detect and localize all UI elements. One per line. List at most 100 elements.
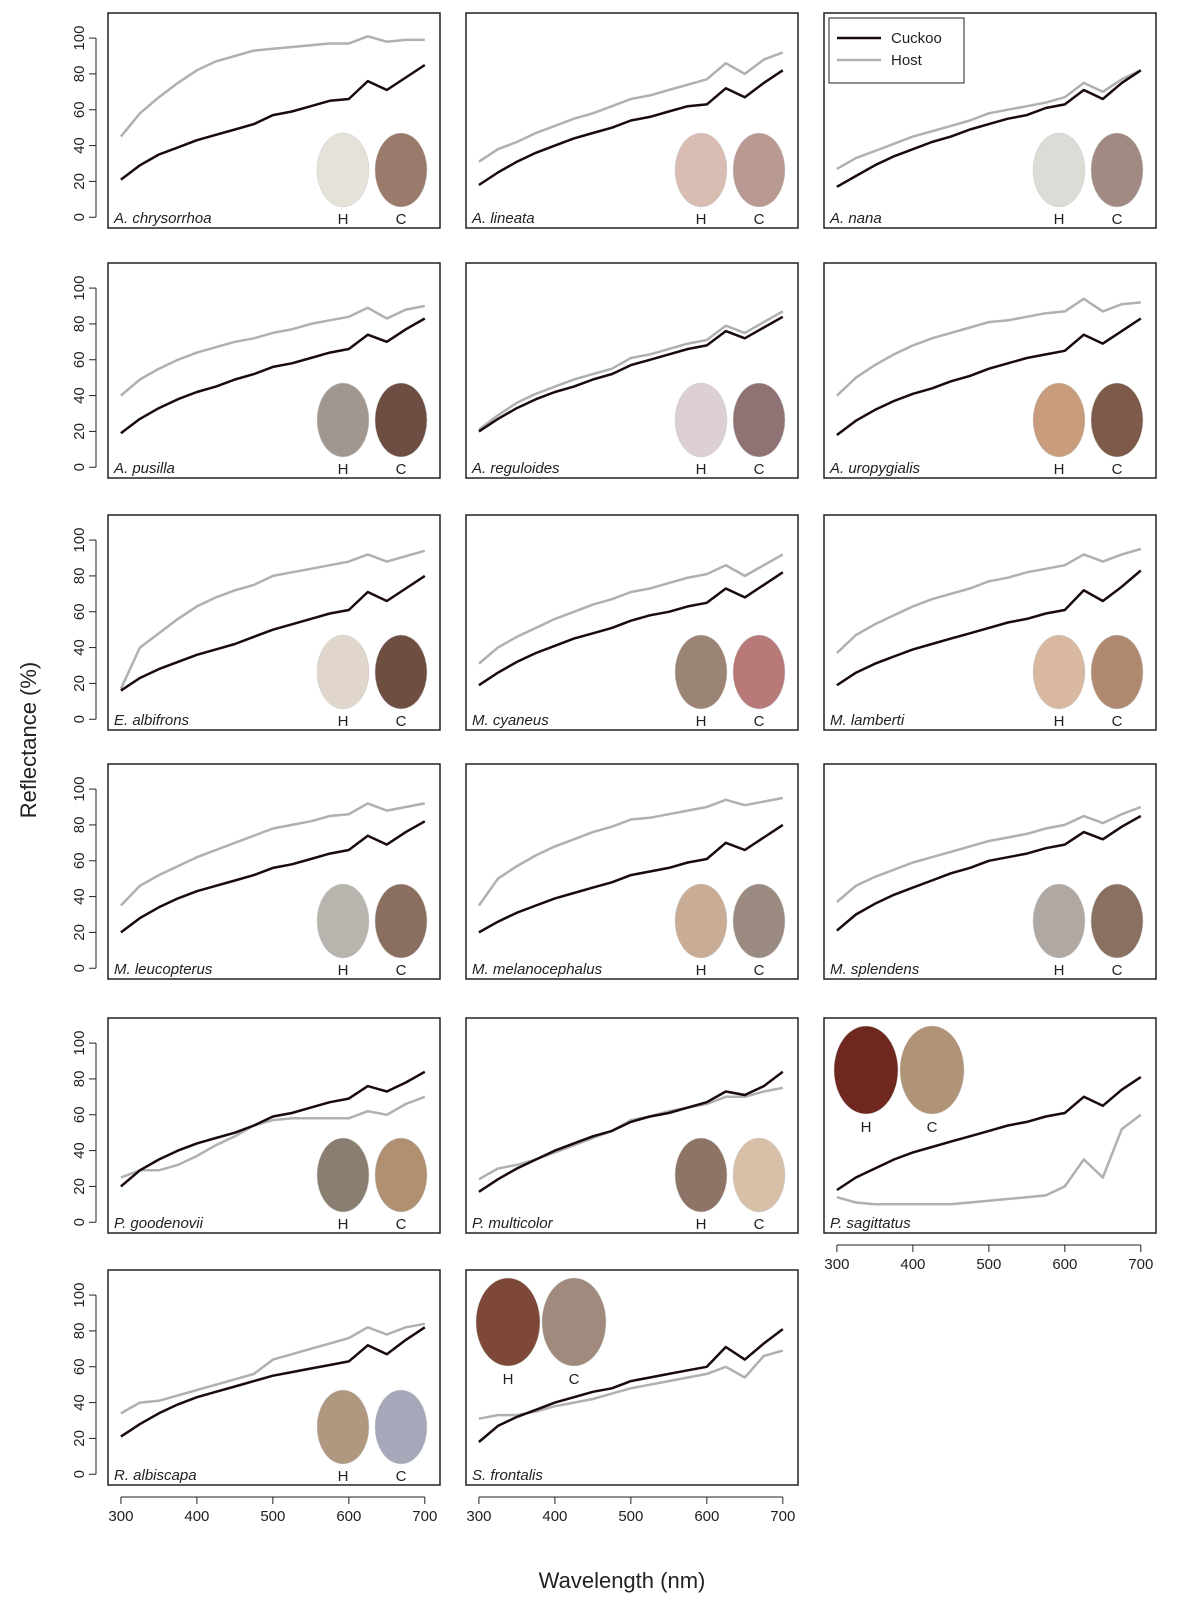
egg-label: C (1112, 962, 1123, 979)
egg-label: C (754, 211, 765, 228)
egg-image (1033, 383, 1085, 457)
y-axis-label: Reflectance (%) (16, 662, 41, 819)
series-line (837, 549, 1141, 653)
y-tick-label: 100 (71, 26, 88, 51)
egg-label: C (396, 1216, 407, 1233)
panel: HCM. melanocephalus (466, 764, 798, 979)
y-tick-label: 80 (71, 1071, 88, 1088)
panel: HCA. reguloides (466, 263, 798, 478)
egg-label: C (396, 1468, 407, 1485)
x-tick-label: 300 (824, 1256, 849, 1273)
egg-label: H (696, 211, 707, 228)
panel-title: A. lineata (471, 210, 535, 227)
panel-title: R. albiscapa (114, 1467, 197, 1484)
x-tick-label: 700 (770, 1508, 795, 1525)
x-tick-label: 300 (466, 1508, 491, 1525)
panel-title: P. goodenovii (114, 1215, 204, 1232)
y-tick-label: 100 (71, 276, 88, 301)
egg-label: H (1054, 713, 1065, 730)
x-tick-label: 500 (260, 1508, 285, 1525)
x-tick-label: 600 (694, 1508, 719, 1525)
egg-image (733, 884, 785, 958)
egg-label: C (1112, 211, 1123, 228)
y-tick-label: 40 (71, 639, 88, 656)
x-tick-label: 700 (412, 1508, 437, 1525)
panel: HCM. lamberti (824, 515, 1156, 730)
y-tick-label: 60 (71, 852, 88, 869)
series-line (479, 798, 783, 906)
egg-image (317, 1138, 369, 1212)
panel: HCM. cyaneus (466, 515, 798, 730)
egg-image (675, 635, 727, 709)
egg-image (733, 1138, 785, 1212)
egg-label: C (396, 713, 407, 730)
y-tick-label: 20 (71, 423, 88, 440)
panel: 020406080100HCP. goodenovii (71, 1018, 440, 1233)
panel-title: P. multicolor (472, 1215, 554, 1232)
egg-image (1033, 133, 1085, 207)
panel-title: M. lamberti (830, 712, 905, 729)
egg-image (675, 884, 727, 958)
y-tick-label: 100 (71, 528, 88, 553)
y-tick-label: 80 (71, 817, 88, 834)
series-line (837, 299, 1141, 396)
egg-image (733, 133, 785, 207)
egg-label: H (338, 211, 349, 228)
egg-label: C (396, 211, 407, 228)
y-tick-label: 60 (71, 351, 88, 368)
panel: 020406080100HCM. leucopterus (71, 764, 440, 979)
egg-image (375, 884, 427, 958)
y-tick-label: 0 (71, 213, 88, 221)
x-tick-label: 400 (542, 1508, 567, 1525)
egg-image (1091, 133, 1143, 207)
series-line (121, 306, 425, 396)
y-tick-label: 80 (71, 316, 88, 333)
legend-label: Cuckoo (891, 30, 942, 47)
panel-title: A. reguloides (471, 460, 560, 477)
egg-label: H (338, 1468, 349, 1485)
y-tick-label: 40 (71, 1142, 88, 1159)
egg-image (1091, 884, 1143, 958)
egg-image (542, 1278, 606, 1366)
y-tick-label: 0 (71, 463, 88, 471)
egg-image (476, 1278, 540, 1366)
series-line (479, 1351, 783, 1419)
egg-label: C (754, 962, 765, 979)
panel-title: M. splendens (830, 961, 920, 978)
x-tick-label: 400 (900, 1256, 925, 1273)
egg-label: C (754, 1216, 765, 1233)
y-tick-label: 0 (71, 1470, 88, 1478)
egg-image (317, 1390, 369, 1464)
egg-label: C (396, 962, 407, 979)
egg-label: H (338, 962, 349, 979)
legend-label: Host (891, 52, 923, 69)
panel: 300400500600700HCS. frontalis (466, 1270, 798, 1525)
egg-label: C (927, 1119, 938, 1136)
y-tick-label: 80 (71, 568, 88, 585)
egg-image (675, 133, 727, 207)
y-tick-label: 80 (71, 1323, 88, 1340)
x-tick-label: 300 (108, 1508, 133, 1525)
egg-label: C (1112, 461, 1123, 478)
panel: HCM. splendens (824, 764, 1156, 979)
y-tick-label: 80 (71, 66, 88, 83)
egg-image (900, 1026, 964, 1114)
panel-title: A. uropygialis (829, 460, 921, 477)
panel-title: P. sagittatus (830, 1215, 911, 1232)
egg-image (375, 1138, 427, 1212)
panel: 020406080100HCA. pusilla (71, 263, 440, 478)
egg-image (733, 635, 785, 709)
x-tick-label: 700 (1128, 1256, 1153, 1273)
egg-label: H (696, 962, 707, 979)
y-tick-label: 20 (71, 924, 88, 941)
egg-image (375, 383, 427, 457)
y-tick-label: 60 (71, 1106, 88, 1123)
egg-image (317, 635, 369, 709)
panel: H C A. lineata (466, 13, 798, 228)
y-tick-label: 0 (71, 964, 88, 972)
panel-title: A. nana (829, 210, 882, 227)
y-tick-label: 60 (71, 1358, 88, 1375)
egg-image (733, 383, 785, 457)
